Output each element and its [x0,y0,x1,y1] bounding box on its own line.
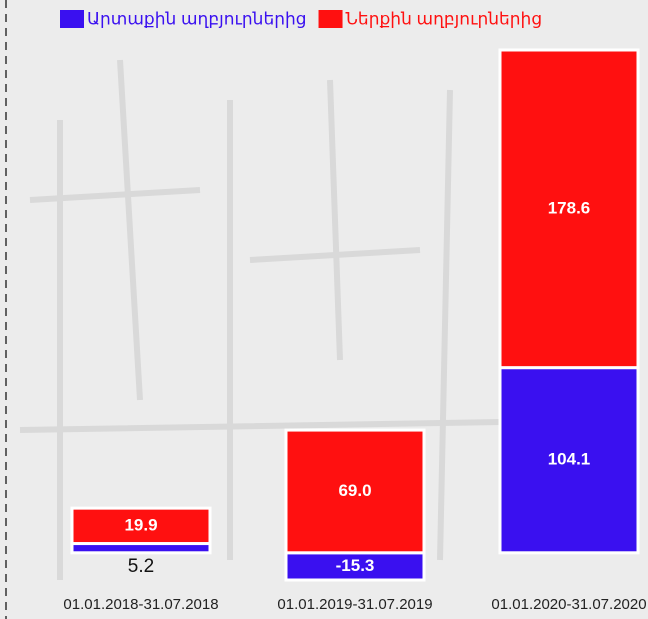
value-label: -15.3 [336,556,375,575]
background-texture [19,59,621,580]
x-tick-label: 01.01.2018-31.07.2018 [63,596,218,613]
legend-swatch [60,10,84,28]
value-label: 5.2 [128,556,154,577]
x-tick-label: 01.01.2019-31.07.2019 [277,596,432,613]
value-label: 19.9 [124,515,157,534]
value-label: 104.1 [548,450,591,469]
bar-segment [70,506,212,546]
bar-segment [284,551,426,582]
value-label: 69.0 [338,481,371,500]
bar-segment [284,428,426,555]
legend-swatch [318,10,343,28]
value-label: 178.6 [548,198,591,217]
bar-segment [498,366,640,555]
bar-segment [498,48,640,370]
legend-label: Արտաքին աղբյուրներից [87,9,307,28]
x-tick-label: 01.01.2020-31.07.2020 [491,596,646,613]
legend-label: Ներքին աղբյուրներից [346,9,543,28]
